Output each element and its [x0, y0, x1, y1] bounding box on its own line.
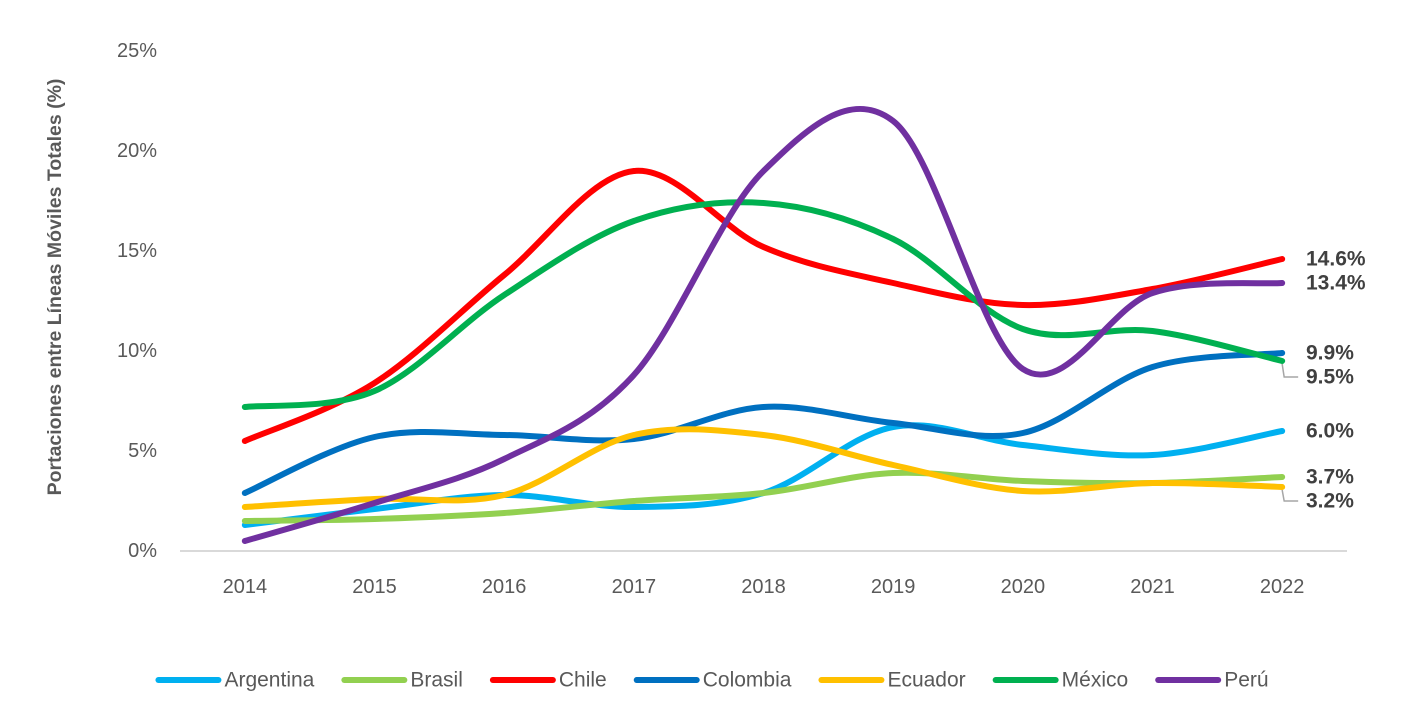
x-axis-tick-labels: 2014 2015 2016 2017 2018 2019 2020 2021 2022	[223, 576, 1305, 598]
legend-label: Brasil	[410, 669, 463, 692]
legend-label: Colombia	[703, 669, 792, 692]
data-label-mexico: 9.5%	[1306, 366, 1354, 389]
series-line-ecuador	[241, 426, 1286, 510]
y-tick-label: 10%	[117, 340, 157, 362]
x-tick-label: 2015	[352, 576, 397, 598]
x-tick-label: 2022	[1260, 576, 1305, 598]
y-axis-tick-labels: 0% 5% 10% 15% 20% 25%	[117, 40, 157, 562]
legend-label: Argentina	[224, 669, 314, 692]
y-tick-label: 20%	[117, 140, 157, 162]
y-axis-title: Portaciones entre Líneas Móviles Totales…	[44, 79, 66, 496]
series-line-colombia	[241, 350, 1286, 496]
series-line-mexico	[241, 199, 1286, 410]
legend-label: México	[1062, 669, 1129, 692]
legend-label: Chile	[559, 669, 607, 692]
legend-item-mexico: México	[992, 669, 1129, 692]
legend-label: Perú	[1224, 669, 1268, 692]
y-tick-label: 5%	[128, 440, 157, 462]
data-label-peru: 13.4%	[1306, 272, 1366, 295]
data-label-argentina: 6.0%	[1306, 420, 1354, 443]
legend-item-brasil: Brasil	[341, 669, 463, 692]
series-lines	[241, 106, 1286, 544]
x-tick-label: 2019	[871, 576, 916, 598]
legend-label: Ecuador	[887, 669, 965, 692]
data-label-brasil: 3.7%	[1306, 466, 1354, 489]
legend-item-colombia: Colombia	[633, 669, 792, 692]
x-tick-label: 2018	[741, 576, 786, 598]
end-data-labels: 14.6%13.4% 9.9%9.5% 6.0% 3.7%3.2%	[1306, 248, 1366, 513]
legend-item-peru: Perú	[1155, 669, 1269, 692]
series-line-argentina	[241, 422, 1286, 528]
x-tick-label: 2020	[1001, 576, 1046, 598]
x-tick-label: 2016	[482, 576, 527, 598]
legend-item-chile: Chile	[489, 669, 607, 692]
series-line-peru	[241, 106, 1286, 544]
data-label-leader-lines	[1281, 363, 1299, 502]
leader-line	[1281, 363, 1299, 378]
data-label-ecuador: 3.2%	[1306, 490, 1354, 513]
series-line-chile	[241, 167, 1286, 444]
y-tick-label: 25%	[117, 40, 157, 62]
legend: Argentina Brasil Chile Colombia Ecuador Méxic…	[155, 669, 1269, 692]
x-tick-label: 2017	[612, 576, 657, 598]
data-label-chile: 14.6%	[1306, 248, 1366, 271]
y-tick-label: 15%	[117, 240, 157, 262]
x-tick-label: 2021	[1130, 576, 1175, 598]
legend-item-ecuador: Ecuador	[818, 669, 966, 692]
data-label-colombia: 9.9%	[1306, 342, 1354, 365]
x-tick-label: 2014	[223, 576, 268, 598]
legend-item-argentina: Argentina	[155, 669, 315, 692]
leader-line	[1281, 489, 1299, 502]
y-tick-label: 0%	[128, 540, 157, 562]
